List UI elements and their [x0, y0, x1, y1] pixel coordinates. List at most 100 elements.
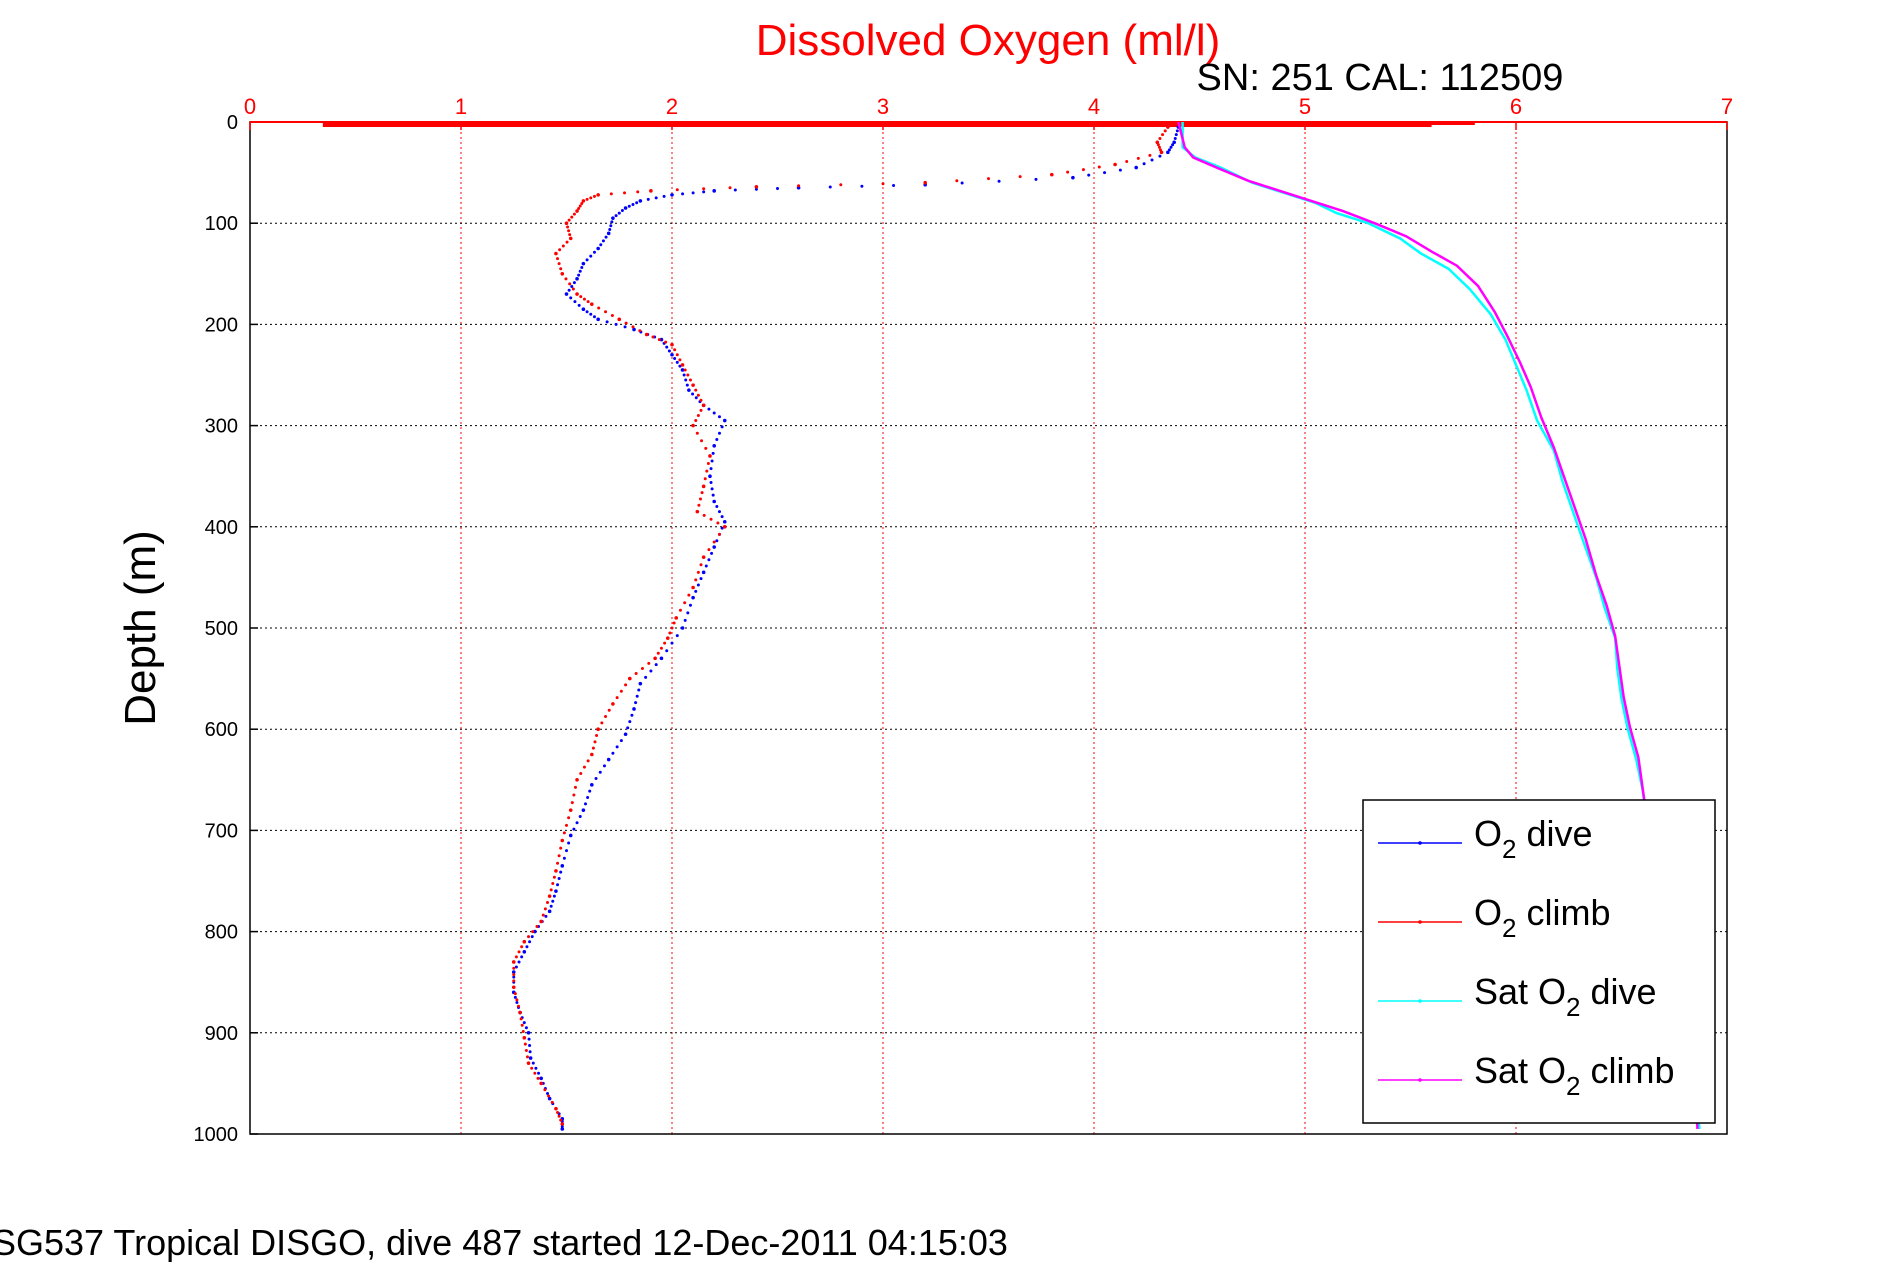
series-1-fill-point [1161, 133, 1165, 137]
series-1-fill-point [557, 262, 561, 266]
series-1-fill-point [675, 353, 679, 357]
series-1-point-14 [560, 272, 565, 276]
series-1-fill-point [559, 846, 563, 850]
series-0-fill-point [614, 214, 618, 218]
series-1-point-19 [670, 342, 674, 347]
y-axis-label: Depth (m) [116, 530, 165, 726]
series-1-point-22 [701, 403, 706, 408]
series-1-fill-point [604, 715, 608, 719]
series-0-point-41 [568, 833, 573, 838]
series-1-fill-point [516, 1004, 520, 1008]
series-0-point-7 [712, 189, 716, 193]
series-0-fill-point [551, 899, 555, 903]
series-0-point-31 [701, 570, 706, 575]
series-1-fill-point [610, 314, 614, 318]
series-0-fill-point [654, 196, 658, 200]
series-1-fill-point [717, 532, 721, 536]
series-0-fill-point [1103, 171, 1107, 175]
series-1-fill-point [699, 563, 703, 567]
series-1-fill-point [728, 186, 732, 190]
series-0-fill-point [605, 320, 609, 324]
series-0-fill-point [684, 378, 688, 382]
series-1-point-24 [708, 454, 712, 458]
series-0-fill-point [1150, 158, 1154, 162]
series-0-fill-point [525, 945, 529, 949]
series-1-point-15 [575, 292, 579, 296]
series-0-point-20 [659, 337, 664, 342]
series-1-point-27 [722, 525, 727, 529]
series-0-fill-point [570, 284, 574, 288]
series-0-fill-point [654, 663, 658, 667]
series-1-fill-point [696, 570, 700, 574]
series-1-fill-point [797, 184, 801, 188]
series-0-fill-point [569, 296, 573, 300]
series-1-fill-point [634, 672, 638, 676]
series-0-point-39 [590, 783, 594, 787]
series-1-fill-point [570, 801, 574, 805]
series-1-point-10 [575, 209, 579, 213]
series-1-point-39 [560, 838, 565, 843]
series-1-fill-point [670, 626, 674, 630]
series-1-fill-point [604, 310, 608, 314]
series-1-fill-point [694, 388, 698, 392]
series-1-fill-point [546, 901, 550, 905]
series-1-point-48 [526, 1061, 531, 1065]
series-1-point-51 [560, 1122, 565, 1126]
series-0-fill-point [585, 310, 589, 314]
series-0-point-14 [581, 261, 586, 266]
series-1 [511, 125, 1170, 1126]
x-tick-label-7: 7 [1721, 94, 1733, 119]
series-1-point-4 [1050, 172, 1054, 177]
series-1-fill-point [647, 661, 651, 665]
series-1-fill-point [696, 413, 700, 417]
series-0-fill-point [575, 821, 579, 825]
series-1-fill-point [559, 267, 563, 271]
series-0-fill-point [710, 551, 714, 555]
series-0-point-10 [623, 206, 628, 210]
legend-label-2: Sat O2 dive [1474, 971, 1657, 1022]
y-tick-label-1: 100 [205, 213, 238, 235]
series-1-fill-point [568, 233, 572, 237]
series-1-fill-point [558, 248, 562, 252]
series-1-fill-point [585, 197, 589, 201]
series-0-fill-point [577, 303, 581, 307]
series-0-fill-point [627, 204, 631, 208]
series-1-fill-point [520, 945, 524, 949]
series-0-fill-point [662, 194, 666, 198]
series-0-fill-point [531, 1061, 535, 1065]
series-0-point-18 [596, 317, 600, 322]
series-0-point-47 [511, 970, 516, 974]
series-1-fill-point [623, 191, 627, 195]
series-1-point-47 [522, 1036, 527, 1040]
x-tick-label-4: 4 [1088, 94, 1100, 119]
series-0-point-25 [722, 418, 727, 423]
series-1-point-32 [653, 656, 657, 661]
series-0-fill-point [544, 914, 548, 918]
series-0-point-19 [632, 327, 636, 332]
series-0-fill-point [586, 796, 590, 800]
series-0-point-37 [623, 732, 628, 737]
series-0-fill-point [608, 228, 612, 232]
series-1-fill-point [707, 548, 711, 552]
series-1-fill-point [597, 306, 601, 310]
series-0-fill-point [673, 357, 677, 361]
series-1-fill-point [607, 708, 611, 712]
legend-label-3: Sat O2 climb [1474, 1050, 1675, 1101]
series-0-fill-point [670, 641, 674, 645]
series-0-fill-point [604, 235, 608, 239]
series-0-fill-point [559, 870, 563, 874]
series-1-fill-point [566, 225, 570, 229]
series-0-point-27 [708, 474, 712, 479]
series-1-fill-point [515, 998, 519, 1002]
series-0-fill-point [601, 239, 605, 243]
series-1-point-30 [674, 616, 679, 620]
series-1-fill-point [519, 1017, 523, 1021]
series-0-fill-point [649, 669, 653, 673]
series-1-fill-point [527, 935, 531, 939]
series-0-fill-point [609, 224, 613, 228]
series-1-fill-point [570, 215, 574, 219]
series-0-fill-point [577, 273, 581, 277]
series-1-fill-point [675, 188, 679, 192]
series-1-point-1 [1155, 140, 1160, 145]
series-0-fill-point [619, 739, 623, 743]
